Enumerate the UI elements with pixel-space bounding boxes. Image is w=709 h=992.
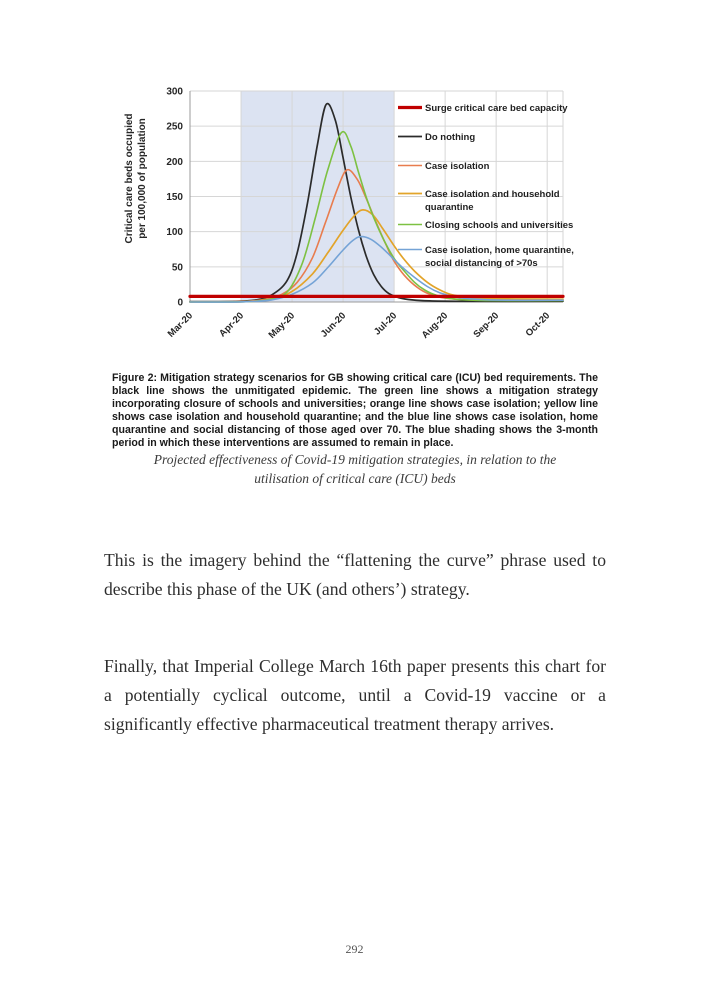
x-tick-label: Sep-20 [471, 310, 501, 340]
y-axis-title-line: Critical care beds occupied [124, 113, 135, 243]
y-tick-label: 0 [177, 298, 183, 309]
body-paragraph-1: This is the imagery behind the “flatteni… [104, 549, 606, 599]
y-axis-title-line: per 100,000 of population [137, 118, 148, 239]
legend-label-case-isolation: Case isolation [425, 161, 490, 172]
x-tick-label: Oct-20 [524, 310, 553, 339]
x-tick-label: May-20 [267, 310, 298, 341]
y-tick-label: 100 [166, 227, 183, 238]
series-line-case-isolation-household-quarantine [189, 209, 564, 303]
figure-caption: Figure 2: Mitigation strategy scenarios … [112, 372, 598, 449]
legend-label-case-isolation-home-quarantine-70s: social distancing of >70s [425, 258, 538, 269]
figure-subcaption: Projected effectiveness of Covid-19 miti… [104, 450, 606, 488]
y-tick-label: 200 [166, 157, 183, 168]
legend-label-do-nothing: Do nothing [425, 132, 475, 143]
page-number: 292 [345, 942, 364, 956]
x-tick-label: Apr-20 [217, 310, 246, 339]
y-tick-label: 250 [166, 122, 183, 133]
y-tick-label: 300 [166, 87, 183, 98]
figure-subcaption-line1: Projected effectiveness of Covid-19 miti… [153, 452, 557, 467]
x-tick-label: Jun-20 [319, 310, 348, 339]
legend-label-case-isolation-household-quarantine: Case isolation and household [425, 189, 560, 200]
x-tick-label: Jul-20 [372, 310, 399, 337]
series-line-closing-schools-universities [189, 130, 564, 303]
mitigation-chart: 0 50 100 150 200 250 300 Mar-20 Apr-20 May-20 Jun-… [124, 87, 574, 341]
legend-label-closing-schools-universities: Closing schools and universities [425, 220, 573, 231]
y-tick-label: 50 [172, 262, 184, 273]
legend-label-case-isolation-household-quarantine: quarantine [425, 202, 474, 213]
legend-label-surge-capacity: Surge critical care bed capacity [425, 103, 568, 114]
y-tick-label: 150 [166, 192, 183, 203]
figure-subcaption-line2: utilisation of critical care (ICU) beds [254, 471, 456, 486]
series-line-do-nothing [189, 102, 564, 303]
legend-label-case-isolation-home-quarantine-70s: Case isolation, home quarantine, [425, 245, 574, 256]
x-tick-label: Mar-20 [166, 310, 195, 339]
x-tick-label: Aug-20 [420, 310, 451, 341]
body-paragraph-2: Finally, that Imperial College March 16t… [104, 655, 606, 734]
mitigation-chart-figure: 0 50 100 150 200 250 300 Mar-20 Apr-20 May-20 Jun-… [110, 78, 580, 368]
